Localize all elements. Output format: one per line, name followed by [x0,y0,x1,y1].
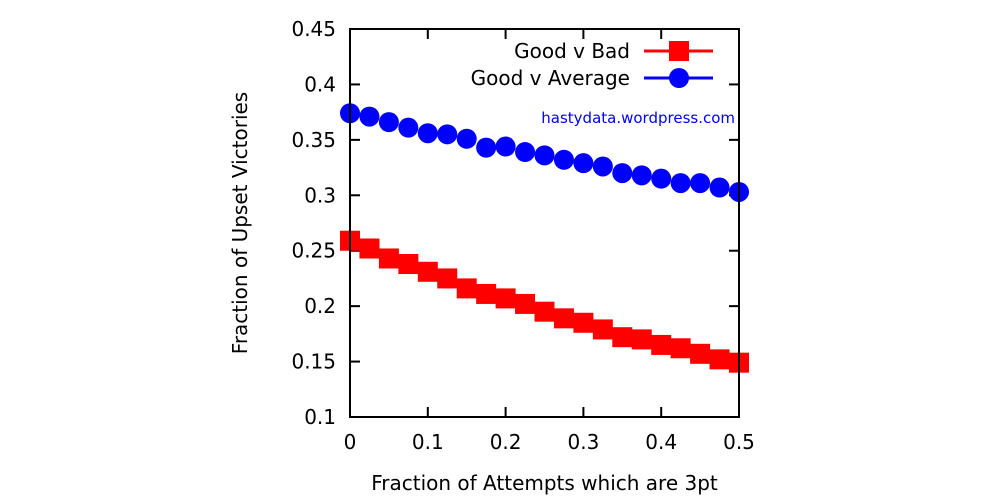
y-tick-label: 0.35 [291,128,336,152]
x-tick-label: 0.5 [723,430,755,454]
x-axis-label: Fraction of Attempts which are 3pt [371,471,718,495]
y-tick-label: 0.45 [291,17,336,41]
data-point-circle [690,173,711,194]
x-tick-label: 0 [344,430,357,454]
data-point-square [476,283,497,304]
data-point-circle [592,156,613,177]
y-tick-label: 0.15 [291,350,336,374]
watermark-annotation: hastydata.wordpress.com [541,109,735,127]
data-point-circle [495,136,516,157]
data-point-circle [476,137,497,158]
data-point-circle [631,165,652,186]
data-point-square [534,301,555,322]
data-point-square [417,261,438,282]
legend-label: Good v Average [471,66,630,90]
data-point-square [398,254,419,275]
data-point-square [553,308,574,329]
y-tick-label: 0.2 [304,294,336,318]
x-tick-label: 0.1 [412,430,444,454]
data-point-square [709,349,730,370]
x-tick-label: 0.3 [567,430,599,454]
data-point-circle [553,149,574,170]
data-point-circle [573,153,594,174]
data-point-square [359,238,380,259]
data-point-circle [437,124,458,145]
data-point-square [612,327,633,348]
series-square [340,230,749,373]
axis-ticks: 0.1 0.15 0.2 0.25 0.3 0.35 0.4 0.45 0 0.1 0.2 0.3 0.… [291,17,754,454]
y-axis-label: Fraction of Upset Victories [228,92,252,354]
data-point-square [651,334,672,355]
data-point-circle [378,112,399,133]
data-point-square [456,278,477,299]
data-point-square [592,319,613,340]
data-point-circle [534,145,555,166]
data-point-circle [515,142,536,163]
y-tick-label: 0.1 [304,405,336,429]
series-layer [340,103,749,373]
data-point-square [670,338,691,359]
data-point-square [495,288,516,309]
data-point-circle [398,117,419,138]
legend: Good v Bad Good v Average [471,39,713,90]
series-circle [340,103,749,202]
data-point-square [378,248,399,269]
data-point-square [690,343,711,364]
data-point-square [515,293,536,314]
data-point-circle [456,128,477,149]
y-tick-label: 0.25 [291,239,336,263]
data-point-circle [670,173,691,194]
legend-marker [669,68,689,88]
data-point-circle [651,168,672,189]
x-tick-label: 0.4 [645,430,677,454]
data-point-circle [359,106,380,127]
legend-label: Good v Bad [514,39,630,63]
data-point-square [631,329,652,350]
y-tick-label: 0.4 [304,72,336,96]
y-tick-label: 0.3 [304,183,336,207]
x-tick-label: 0.2 [490,430,522,454]
data-point-circle [709,177,730,198]
plot-frame [349,28,740,418]
data-point-circle [612,163,633,184]
data-point-square [437,268,458,289]
data-point-circle [417,123,438,144]
data-point-square [573,312,594,333]
legend-marker [669,41,689,61]
